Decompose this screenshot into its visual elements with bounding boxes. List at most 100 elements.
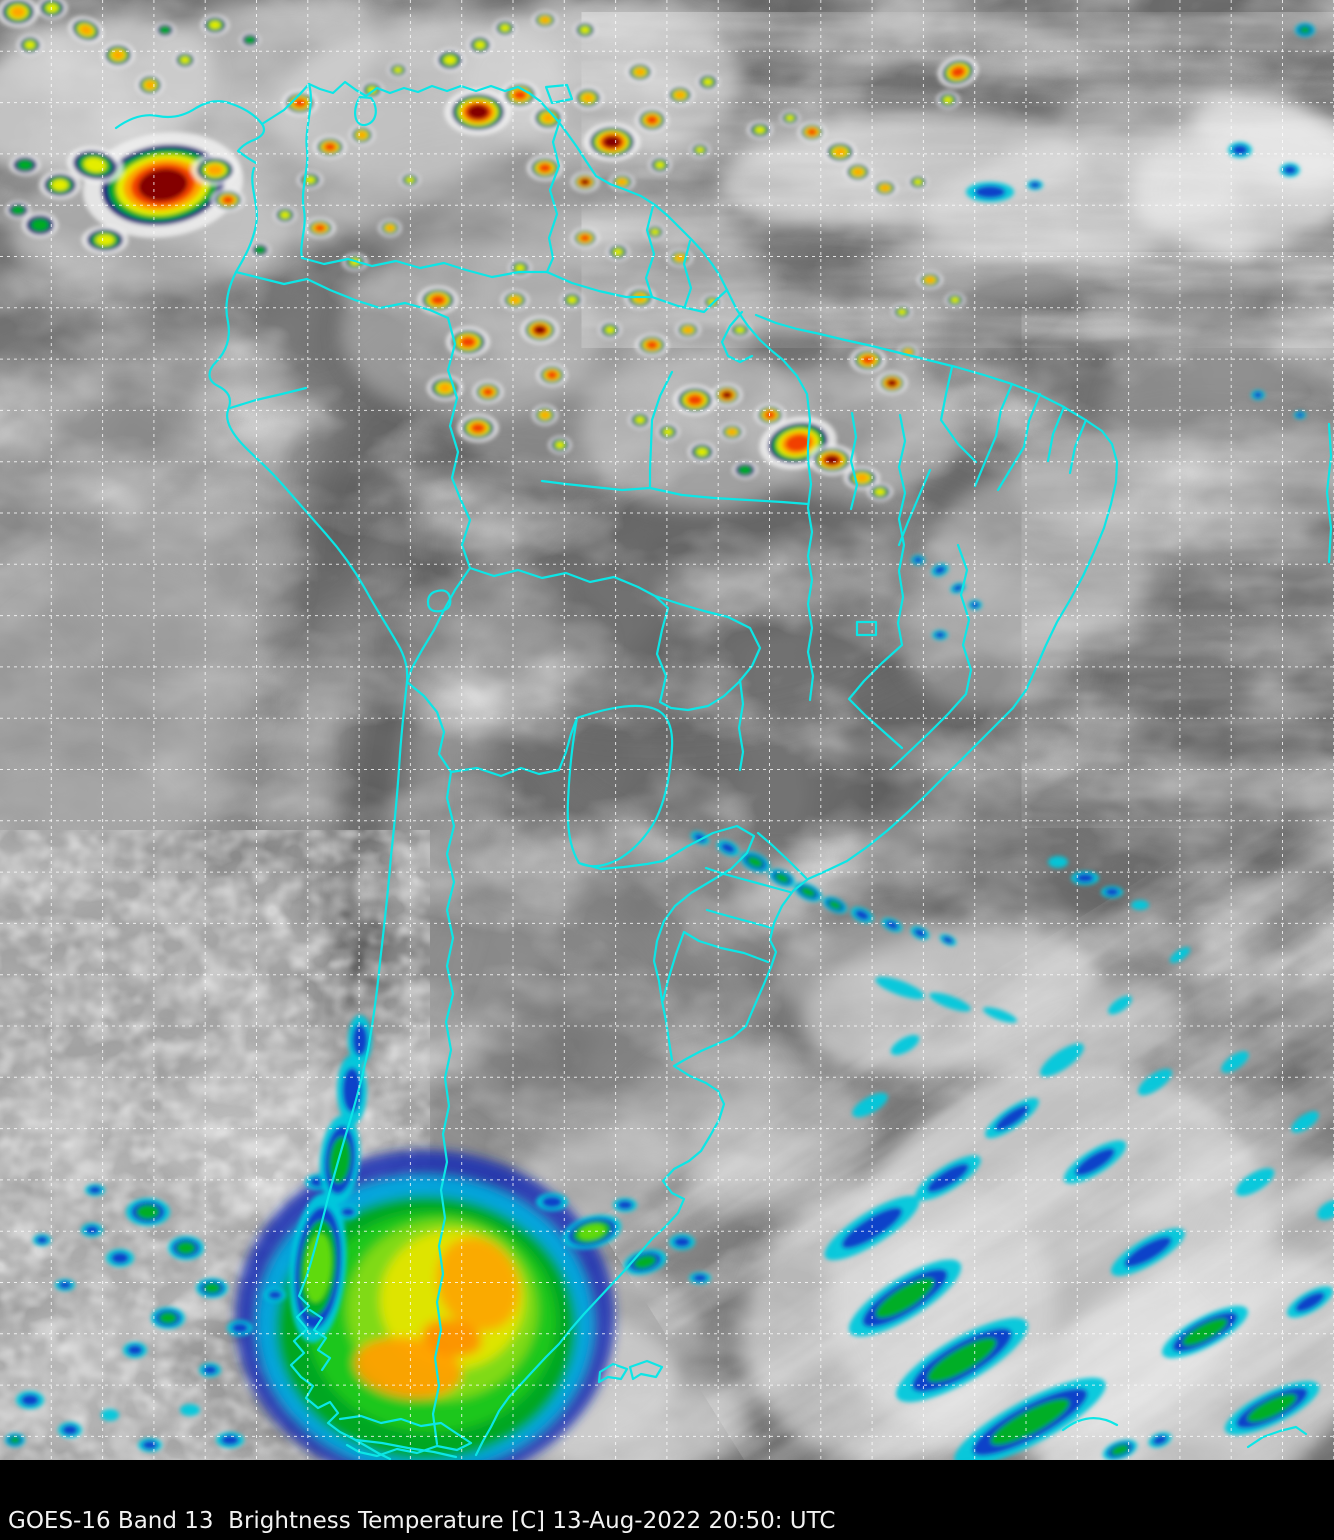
lake-maracaibo-outline [354, 95, 377, 127]
convection-cell-ring [1283, 165, 1297, 175]
convection-cell-ring [438, 383, 452, 393]
border-tierra-del-fuego [308, 1308, 473, 1459]
convection-cell-ring [304, 176, 316, 184]
cloud-blob [472, 615, 608, 705]
convection-cell-ring [1131, 900, 1149, 910]
convection-cell-ring [471, 423, 485, 433]
convection-cell-ring [31, 218, 49, 232]
convection-cell-ring [673, 1236, 691, 1248]
convection-cell-ring [617, 1200, 633, 1210]
convection-cell-ring [513, 90, 527, 100]
convection-cell-ring [111, 1252, 129, 1264]
satellite-image [0, 0, 1334, 1460]
convection-cell-ring [83, 157, 107, 173]
convection-cell-ring [542, 113, 554, 123]
convection-cell-ring [943, 96, 953, 104]
latlon-grid-overlay [0, 0, 1334, 1460]
convection-cell-ring [875, 1278, 935, 1318]
convection-cell-ring [934, 631, 946, 639]
convection-cell-ring [231, 1322, 249, 1334]
convection-cell-ring [546, 371, 558, 379]
convection-cell-ring [655, 161, 665, 169]
convection-cell-ring [953, 584, 963, 592]
convection-cell-ring [1253, 391, 1263, 399]
storm-layer-blob [354, 1337, 462, 1399]
convection-cell-ring [9, 1436, 21, 1444]
convection-cell-ring [603, 136, 621, 148]
convection-cell-ring [51, 179, 69, 191]
border-paraguay-uruguay-argentina [557, 704, 770, 1062]
convection-cell-ring [580, 178, 590, 186]
convection-cell-ring [294, 98, 306, 108]
convection-cell-ring [101, 1409, 119, 1421]
satellite-map [0, 0, 1334, 1460]
convection-cell-ring [578, 1224, 606, 1240]
itcz-streak-texture [650, 40, 1334, 320]
cloud-blob [900, 570, 1080, 710]
convection-cell-ring [807, 128, 817, 136]
convection-cell-ring [926, 1163, 970, 1193]
convection-cell-ring [1291, 1111, 1319, 1133]
convection-cell-ring [62, 1424, 78, 1436]
convection-cell-ring [180, 56, 190, 64]
border-caribbean-atlantic-coastline [260, 80, 1119, 1457]
convection-cell-ring [1029, 181, 1041, 189]
convection-cell-ring [567, 296, 577, 304]
atlantic-streak-texture [1050, 300, 1334, 780]
convection-cell-ring [703, 78, 713, 86]
convection-cell-ring [203, 1282, 221, 1294]
convection-cell-ring [385, 224, 395, 232]
convection-cell-ring [887, 379, 897, 387]
convection-cell-ring [1111, 1444, 1129, 1456]
convection-cell-ring [1235, 1168, 1275, 1196]
convection-cell-ring [683, 326, 693, 334]
convection-cell-ring [1247, 1393, 1297, 1423]
convection-cell-ring [142, 1440, 158, 1450]
convection-cell-ring [982, 1007, 1018, 1023]
convection-cell-ring [138, 168, 188, 202]
border-northern-countries [300, 82, 729, 314]
convection-cell-ring [555, 441, 565, 449]
convection-cell-ring [735, 326, 745, 334]
convection-cell-ring [314, 224, 326, 232]
convection-cell-ring [1040, 1043, 1084, 1077]
convection-cell-ring [1108, 995, 1132, 1015]
convection-cell-ring [443, 55, 457, 65]
convection-cell-ring [534, 325, 546, 335]
convection-cell-ring [580, 234, 590, 242]
convection-cell-ring [280, 211, 290, 219]
convection-cell-ring [934, 565, 946, 575]
convection-cell-ring [1137, 1068, 1173, 1096]
storm-layer-blob [436, 1237, 520, 1331]
convection-cell-ring [950, 296, 960, 304]
convection-cell-ring [357, 131, 367, 139]
convection-cell-ring [824, 455, 840, 465]
convection-cell-ring [405, 176, 415, 184]
convection-cell-ring [540, 16, 550, 24]
convection-cell-ring [367, 86, 377, 94]
convection-cell-ring [127, 1344, 143, 1356]
convection-cell-ring [885, 920, 899, 930]
convection-cell-ring [1296, 412, 1304, 418]
convection-cell-ring [695, 146, 705, 154]
convection-cell-ring [159, 1312, 177, 1324]
caption-bar: GOES-16 Band 13 Brightness Temperature [… [0, 1460, 1334, 1540]
convection-cell-ring [692, 1274, 708, 1282]
convection-cell-ring [942, 936, 954, 944]
convection-cell-ring [828, 900, 842, 910]
convection-cell-ring [17, 159, 33, 171]
convection-cell-ring [342, 1067, 362, 1113]
convection-cell-ring [1152, 1435, 1168, 1445]
convection-cell-ring [1295, 1292, 1325, 1312]
convection-cell-ring [10, 6, 26, 18]
convection-cell-ring [646, 341, 658, 349]
convection-cell-ring [674, 91, 686, 99]
convection-cell-ring [95, 234, 115, 246]
convection-cell-ring [45, 3, 59, 13]
convection-cell-ring [904, 349, 912, 355]
border-central-america [114, 100, 266, 165]
convection-cell-ring [890, 1034, 920, 1056]
convection-cell-ring [913, 928, 927, 938]
convection-cell-ring [467, 104, 489, 120]
